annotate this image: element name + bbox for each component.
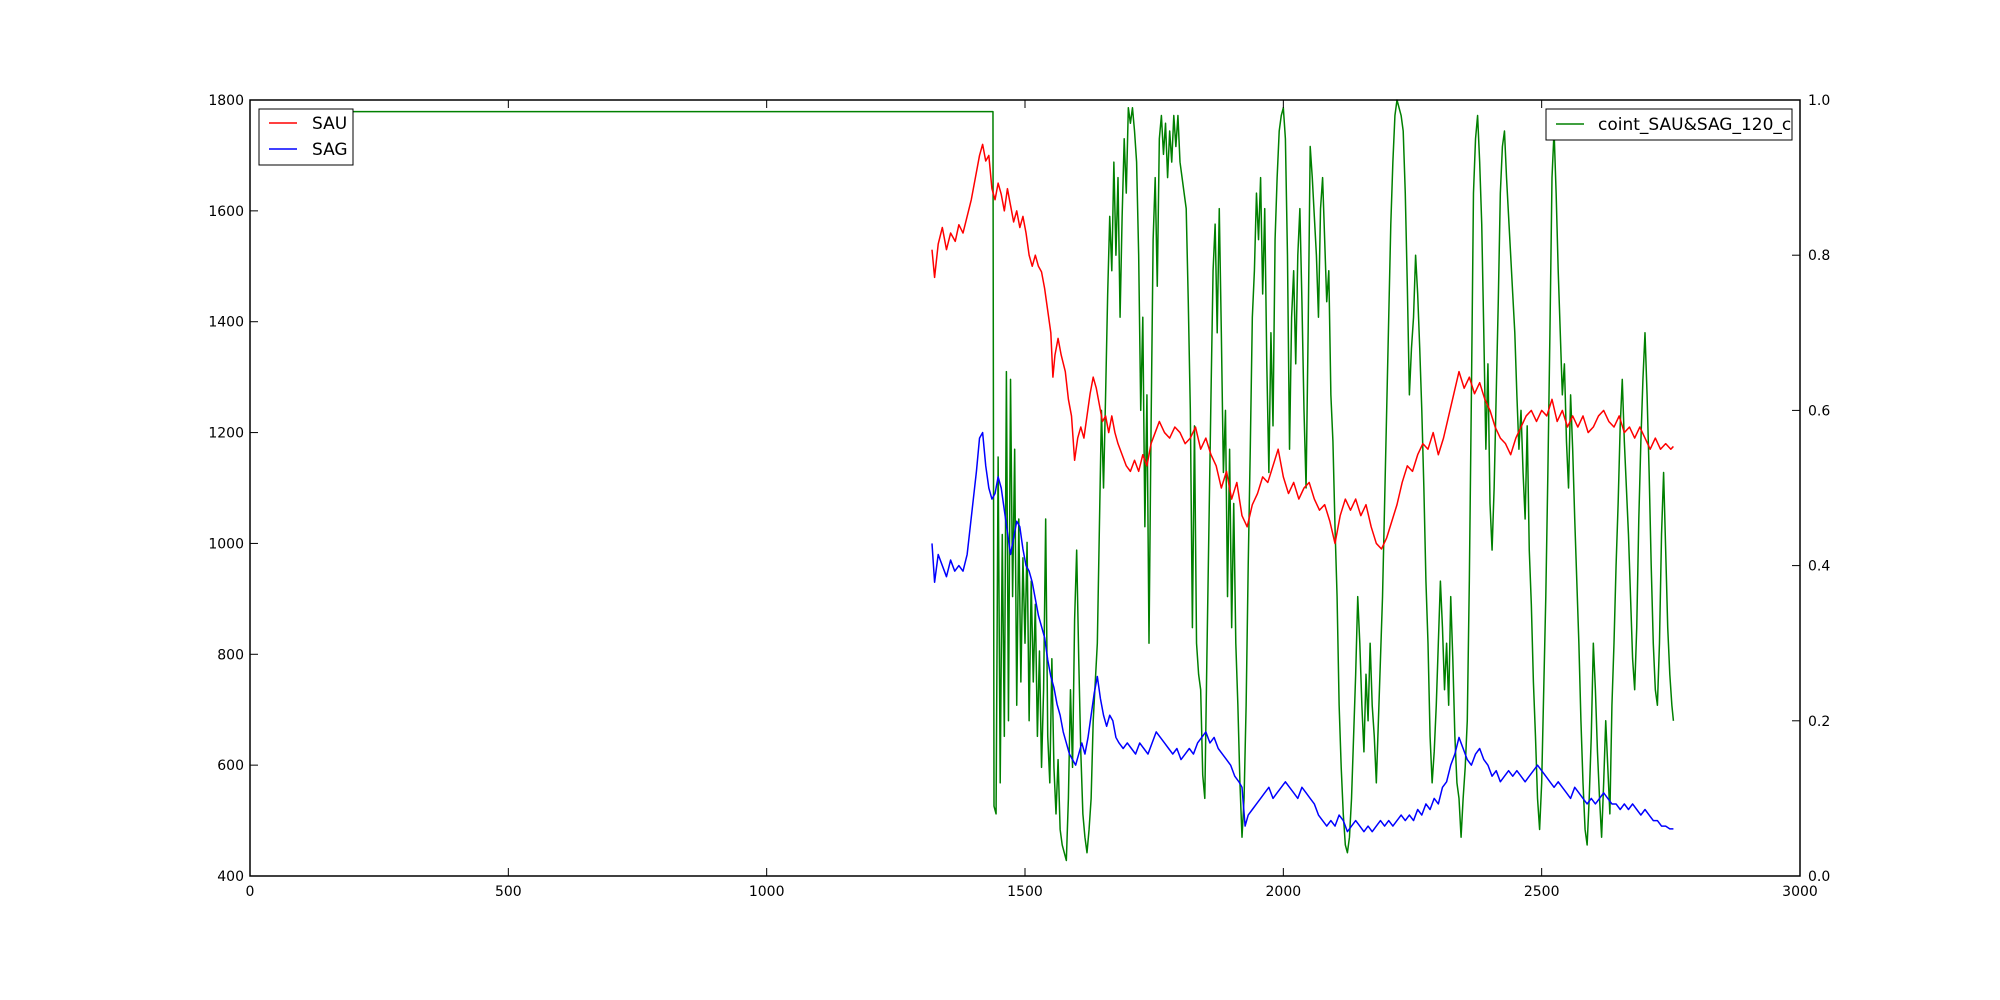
plot-area — [250, 100, 1800, 876]
legend-right: coint_SAU&SAG_120_c — [1545, 108, 1793, 141]
series-line-sag — [931, 431, 1674, 833]
x-tick-label: 500 — [495, 884, 522, 900]
y-left-tick-label: 800 — [217, 647, 244, 663]
legend-left: SAU SAG — [258, 108, 354, 166]
y-right-tick-label: 0.0 — [1808, 869, 1830, 885]
series-layer — [312, 99, 1675, 862]
y-right-tick-label: 1.0 — [1808, 93, 1830, 109]
y-left-tick-label: 400 — [217, 869, 244, 885]
legend-label-sau: SAU — [312, 114, 347, 134]
y-right-tick-label: 0.6 — [1808, 403, 1830, 419]
series-line-coint-sau-sag-120-c — [312, 99, 1675, 862]
tick-layer: 0 500 1000 1500 2000 2500 3000 400 600 800 1000 120… — [208, 93, 1830, 900]
x-tick-label: 3000 — [1782, 884, 1818, 900]
x-tick-label: 2500 — [1524, 884, 1560, 900]
legend-right-frame — [1545, 108, 1793, 141]
legend-label-sag: SAG — [312, 140, 348, 160]
y-right-tick-label: 0.8 — [1808, 248, 1830, 264]
legend-left-frame — [258, 108, 354, 166]
y-left-tick-label: 1200 — [208, 426, 244, 442]
legend-label-coint: coint_SAU&SAG_120_c — [1598, 115, 1791, 135]
y-right-tick-label: 0.4 — [1808, 559, 1830, 575]
x-tick-label: 1000 — [749, 884, 785, 900]
y-left-tick-label: 1000 — [208, 536, 244, 552]
y-left-tick-label: 600 — [217, 758, 244, 774]
series-line-sau — [931, 143, 1674, 550]
y-left-tick-label: 1400 — [208, 315, 244, 331]
x-tick-label: 1500 — [1007, 884, 1043, 900]
y-right-tick-label: 0.2 — [1808, 714, 1830, 730]
x-tick-label: 2000 — [1266, 884, 1302, 900]
x-tick-label: 0 — [246, 884, 255, 900]
y-left-tick-label: 1600 — [208, 204, 244, 220]
y-left-tick-label: 1800 — [208, 93, 244, 109]
